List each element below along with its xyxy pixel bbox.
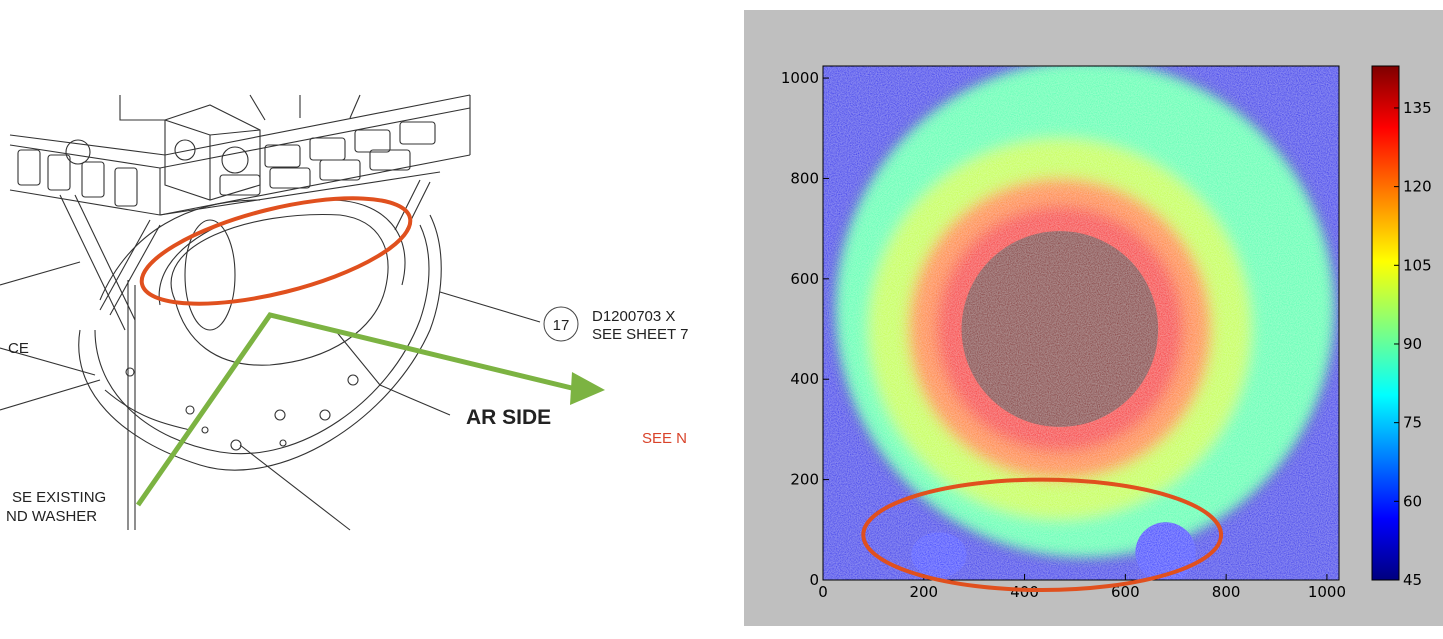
plot-highlight-ellipse: [861, 477, 1224, 593]
colorbar: 45 60 75 90 105 120 135: [1371, 65, 1432, 589]
note-line-2: ND WASHER: [6, 508, 97, 525]
part-balloon: [543, 306, 579, 342]
y-tick-label: 800: [790, 169, 819, 187]
direction-arrow: [135, 312, 605, 507]
colorbar-gradient: [1371, 65, 1400, 581]
heatmap-saturated-core: [961, 231, 1159, 427]
plot-frame: [822, 65, 1340, 581]
callout-sheet-ref: SEE SHEET 7: [592, 326, 688, 343]
note-line-1: SE EXISTING: [12, 489, 106, 506]
x-tick-label: 800: [1212, 583, 1241, 601]
x-tick-label: 1000: [1308, 583, 1346, 601]
heatmap-chart: 0 200 400 600 800 1000 0 200 400 600 800 1000 45 60 7…: [781, 65, 1432, 601]
x-tick-label: 200: [909, 583, 938, 601]
colorbar-tick-label: 120: [1403, 178, 1432, 196]
see-note-label: SEE N: [642, 430, 687, 447]
colorbar-tick-label: 45: [1403, 571, 1422, 589]
colorbar-tick-label: 135: [1403, 99, 1432, 117]
y-tick-label: 400: [790, 370, 819, 388]
ar-side-label: AR SIDE: [466, 406, 551, 429]
y-tick-label: 200: [790, 471, 819, 489]
heatmap-cold-spot-right: [1135, 522, 1196, 580]
heatmap-cold-spot-left: [911, 532, 967, 578]
x-tick-label: 600: [1111, 583, 1140, 601]
colorbar-tick-label: 105: [1403, 256, 1432, 274]
x-tick-label: 400: [1010, 583, 1039, 601]
heatmap-image: [823, 66, 1339, 580]
left-fragment-label: CE: [8, 340, 29, 357]
highlight-ellipse: [139, 196, 413, 306]
mechanical-drawing: 17 D1200703 X SEE SHEET 7 CE SE EXISTING…: [0, 0, 710, 560]
plot-highlight: [861, 477, 1224, 593]
x-tick-label: 0: [818, 583, 828, 601]
heatmap-panel: 0 200 400 600 800 1000 0 200 400 600 800 1000 45 60 7…: [744, 10, 1443, 626]
colorbar-tick-label: 75: [1403, 414, 1422, 432]
y-tick-label: 600: [790, 270, 819, 288]
heatmap-axes: 0 200 400 600 800 1000 0 200 400 600 800 1000: [781, 65, 1346, 601]
callout-part-number: D1200703 X: [592, 308, 675, 325]
y-tick-label: 0: [809, 571, 819, 589]
balloon-number: 17: [553, 317, 570, 334]
colorbar-tick-label: 60: [1403, 492, 1422, 510]
y-tick-label: 1000: [781, 69, 819, 87]
colorbar-tick-label: 90: [1403, 335, 1422, 353]
